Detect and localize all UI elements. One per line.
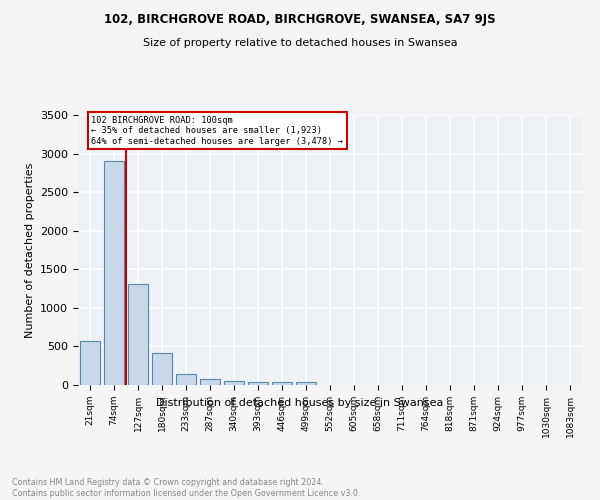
Bar — [272, 382, 292, 385]
Text: Size of property relative to detached houses in Swansea: Size of property relative to detached ho… — [143, 38, 457, 48]
Text: 102 BIRCHGROVE ROAD: 100sqm
← 35% of detached houses are smaller (1,923)
64% of : 102 BIRCHGROVE ROAD: 100sqm ← 35% of det… — [91, 116, 343, 146]
Bar — [248, 382, 268, 385]
Bar — [104, 162, 124, 385]
Bar — [296, 382, 316, 385]
Text: 102, BIRCHGROVE ROAD, BIRCHGROVE, SWANSEA, SA7 9JS: 102, BIRCHGROVE ROAD, BIRCHGROVE, SWANSE… — [104, 12, 496, 26]
Bar — [200, 379, 220, 385]
Text: Contains HM Land Registry data © Crown copyright and database right 2024.
Contai: Contains HM Land Registry data © Crown c… — [12, 478, 361, 498]
Bar — [152, 354, 172, 385]
Bar — [128, 284, 148, 385]
Bar — [224, 381, 244, 385]
Text: Distribution of detached houses by size in Swansea: Distribution of detached houses by size … — [157, 398, 443, 407]
Bar — [80, 341, 100, 385]
Y-axis label: Number of detached properties: Number of detached properties — [25, 162, 35, 338]
Bar — [176, 374, 196, 385]
